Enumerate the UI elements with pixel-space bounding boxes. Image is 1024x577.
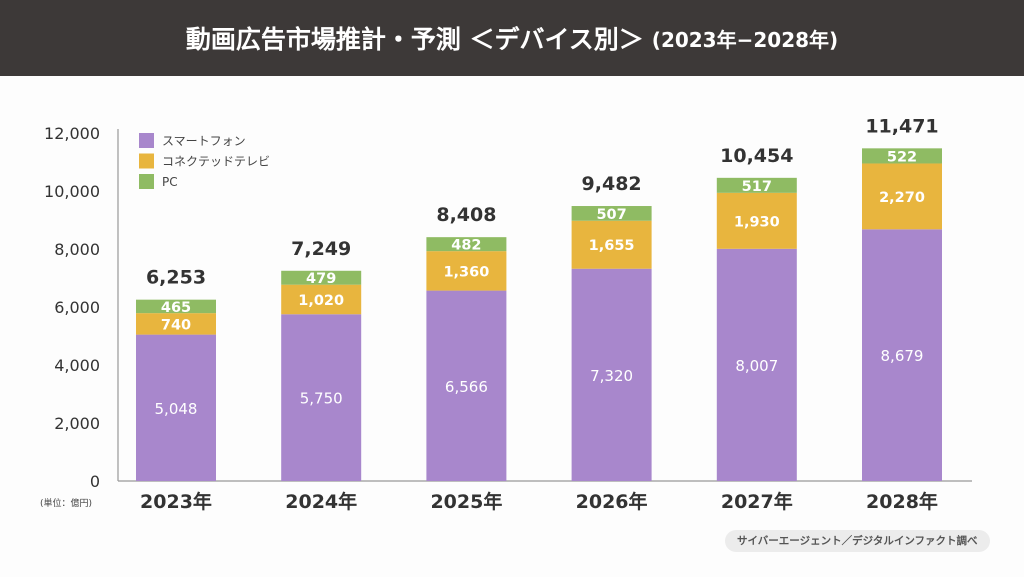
bar-value-label: 482 [451, 238, 481, 254]
chart-subtitle: (2023年−2028年) [651, 27, 839, 52]
bar-segment [426, 290, 507, 481]
bar-segment [136, 313, 216, 335]
bar-value-label: 740 [161, 317, 191, 333]
bar-value-label: 517 [742, 179, 772, 195]
legend-label: PC [162, 175, 178, 189]
bar-value-label: 2,270 [879, 190, 925, 206]
bar-value-label: 8,007 [735, 357, 778, 375]
bar-segment [862, 229, 942, 481]
y-tick-label: 6,000 [54, 298, 100, 317]
bar-value-label: 5,048 [155, 400, 198, 418]
bar-segment [716, 192, 797, 249]
bar-value-label: 7,320 [590, 367, 633, 385]
y-tick-label: 10,000 [44, 182, 100, 201]
y-tick-label: 0 [90, 472, 100, 491]
bar-segment [281, 270, 362, 285]
bar-segment [281, 284, 362, 315]
bar-value-label: 507 [596, 207, 626, 223]
bar-segment [281, 314, 362, 481]
bar-total-label: 10,454 [720, 145, 793, 167]
chart-header: 動画広告市場推計・予測 ＜デバイス別＞ (2023年−2028年) [0, 0, 1024, 76]
bar-segment [862, 163, 942, 230]
bar-value-label: 1,655 [589, 238, 635, 254]
x-tick-label: 2025年 [430, 490, 502, 513]
bar-value-label: 465 [161, 300, 191, 316]
bar-total-label: 8,408 [436, 204, 496, 226]
x-tick-label: 2027年 [721, 490, 793, 513]
chart-title: 動画広告市場推計・予測 ＜デバイス別＞ [185, 25, 644, 54]
bar-total-label: 6,253 [146, 267, 206, 289]
bar-segment [426, 237, 507, 252]
legend-swatch [139, 153, 154, 169]
bar-value-label: 479 [306, 271, 336, 287]
x-tick-label: 2024年 [285, 490, 357, 513]
y-tick-label: 8,000 [54, 240, 100, 259]
x-tick-label: 2028年 [866, 490, 938, 513]
legend-swatch [139, 174, 154, 189]
bar-segment [862, 148, 942, 164]
legend-label: コネクテッドテレビ [162, 155, 270, 169]
bar-total-label: 9,482 [582, 173, 642, 195]
bar-value-label: 522 [887, 149, 917, 165]
bar-value-label: 8,679 [881, 347, 924, 365]
x-tick-label: 2026年 [576, 490, 648, 513]
bar-segment [716, 248, 797, 481]
bar-segment [716, 177, 797, 193]
bar-value-label: 1,020 [298, 293, 344, 309]
y-tick-label: 4,000 [54, 356, 100, 375]
bar-value-label: 6,566 [445, 378, 488, 396]
bar-segment [136, 334, 216, 481]
bar-segment [571, 220, 652, 269]
y-tick-label: 2,000 [54, 414, 100, 433]
y-tick-label: 12,000 [44, 124, 100, 143]
bar-value-label: 1,360 [443, 264, 489, 280]
legend-swatch [139, 133, 154, 148]
x-tick-label: 2023年 [140, 490, 212, 513]
source-badge: サイバーエージェント／デジタルインファクト調べ [725, 530, 990, 552]
bar-segment [571, 206, 652, 221]
bar-segment [571, 268, 652, 481]
unit-label: (単位：億円) [40, 499, 93, 509]
bar-segment [136, 299, 216, 314]
bar-value-label: 5,750 [300, 390, 343, 408]
bar-total-label: 11,471 [865, 115, 938, 137]
bar-total-label: 7,249 [291, 238, 351, 260]
bar-segment [426, 251, 507, 291]
bar-value-label: 1,930 [734, 214, 780, 230]
legend-label: スマートフォン [162, 134, 246, 148]
